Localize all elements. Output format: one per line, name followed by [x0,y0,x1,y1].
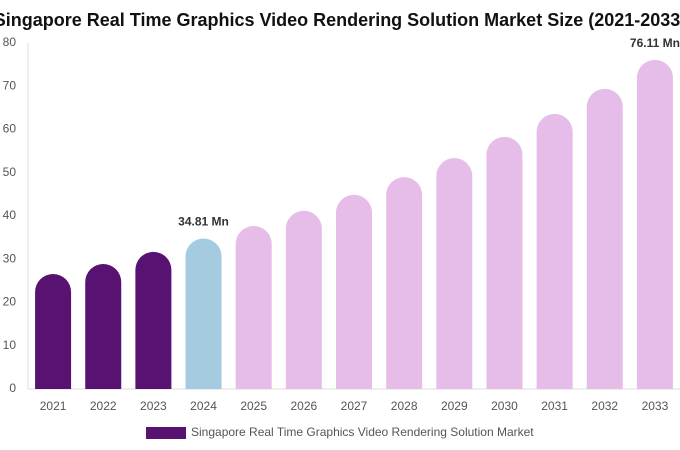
y-tick-label: 60 [3,122,17,136]
x-tick-label: 2028 [391,399,418,413]
bar [35,273,72,389]
bar [85,264,122,389]
x-tick-label: 2021 [40,399,67,413]
x-tick-label: 2030 [491,399,518,413]
y-tick-label: 0 [9,381,16,395]
y-tick-label: 20 [3,295,17,309]
x-tick-label: 2032 [591,399,618,413]
x-tick-label: 2023 [140,399,167,413]
x-tick-label: 2033 [642,399,669,413]
x-tick-label: 2027 [341,399,368,413]
bar [185,238,222,389]
chart-title: Singapore Real Time Graphics Video Rende… [0,10,680,30]
value-label: 34.81 Mn [178,215,229,229]
legend-swatch [146,427,186,439]
y-tick-label: 80 [3,35,17,49]
bar [235,225,272,389]
x-tick-label: 2026 [290,399,317,413]
value-label: 76.11 Mn [630,36,680,50]
y-tick-label: 10 [3,338,17,352]
bar [486,136,523,389]
x-tick-label: 2024 [190,399,217,413]
bar [135,251,172,389]
x-tick-label: 2022 [90,399,117,413]
bar [436,158,473,389]
bar [285,210,322,389]
bar [586,88,623,389]
y-tick-label: 40 [3,208,17,222]
bar [536,113,573,389]
bar [636,59,673,389]
bar [386,177,423,389]
y-tick-label: 50 [3,165,17,179]
legend-label: Singapore Real Time Graphics Video Rende… [191,425,534,439]
y-tick-label: 30 [3,251,17,265]
bar [336,194,372,389]
x-tick-label: 2029 [441,399,468,413]
y-tick-label: 70 [3,78,17,92]
x-tick-label: 2031 [541,399,568,413]
x-tick-label: 2025 [240,399,267,413]
